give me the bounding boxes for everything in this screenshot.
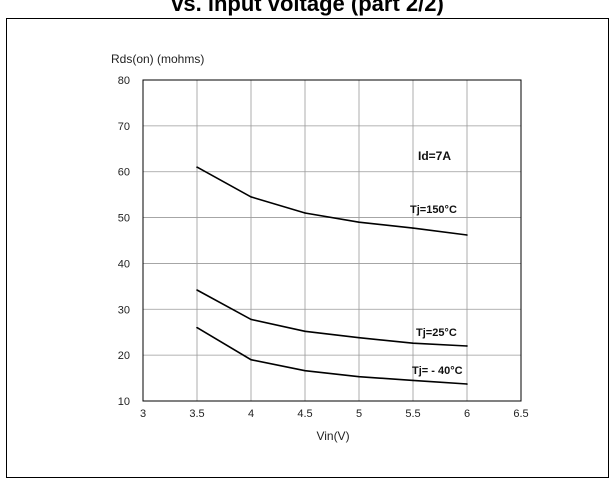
data-point — [304, 330, 306, 333]
data-point — [250, 358, 252, 361]
tick-labels: 3 3.5 4 4.5 5 5.5 6 6.5 10 20 30 40 50 60 70 80 — [118, 75, 529, 420]
y-tick-label: 10 — [118, 396, 130, 408]
x-tick-label: 3.5 — [189, 408, 204, 420]
y-axis-title: Rds(on) (mohms) — [111, 52, 204, 66]
series-label-1: Tj=25°C — [416, 327, 457, 339]
y-tick-label: 50 — [118, 213, 130, 225]
y-tick-label: 40 — [118, 258, 130, 270]
y-tick-label: 80 — [118, 75, 130, 87]
x-tick-label: 5 — [356, 408, 362, 420]
data-point — [196, 166, 198, 168]
data-point — [304, 212, 306, 214]
page-title: vs. input voltage (part 2/2) — [171, 0, 444, 16]
series-labels: Tj=150°C Tj=25°C Tj= - 40°C — [410, 204, 463, 377]
data-point — [358, 221, 360, 223]
x-tick-label: 6 — [464, 408, 470, 420]
x-tick-label: 4 — [248, 408, 254, 420]
data-point — [466, 234, 468, 236]
data-point — [358, 336, 360, 339]
data-point — [358, 375, 360, 378]
x-tick-label: 4.5 — [297, 408, 312, 420]
series-line-0 — [196, 166, 468, 236]
x-axis-title: Vin(V) — [316, 429, 349, 443]
series-label-2: Tj= - 40°C — [412, 365, 463, 377]
series-lines — [196, 166, 468, 385]
x-tick-label: 6.5 — [513, 408, 528, 420]
data-point — [196, 326, 198, 329]
y-tick-label: 60 — [118, 167, 130, 179]
grid — [142, 79, 522, 402]
data-point — [412, 227, 414, 229]
y-tick-label: 70 — [118, 121, 130, 133]
data-point — [466, 345, 468, 347]
data-point — [250, 196, 252, 198]
y-tick-label: 30 — [118, 304, 130, 316]
line-chart: 3 3.5 4 4.5 5 5.5 6 6.5 10 20 30 40 50 60 70 80 Tj=150°… — [111, 52, 529, 443]
series-label-0: Tj=150°C — [410, 204, 457, 216]
data-point — [196, 289, 198, 291]
plot-area — [142, 79, 522, 402]
x-tick-label: 3 — [140, 408, 146, 420]
series-line-1 — [196, 289, 468, 347]
chart-annotation: Id=7A — [418, 149, 451, 163]
series-line-2 — [196, 326, 468, 385]
data-point — [412, 379, 414, 382]
data-point — [304, 369, 306, 372]
y-tick-label: 20 — [118, 350, 130, 362]
data-point — [412, 342, 414, 345]
data-point — [250, 318, 252, 321]
data-point — [466, 383, 468, 385]
x-tick-label: 5.5 — [405, 408, 420, 420]
